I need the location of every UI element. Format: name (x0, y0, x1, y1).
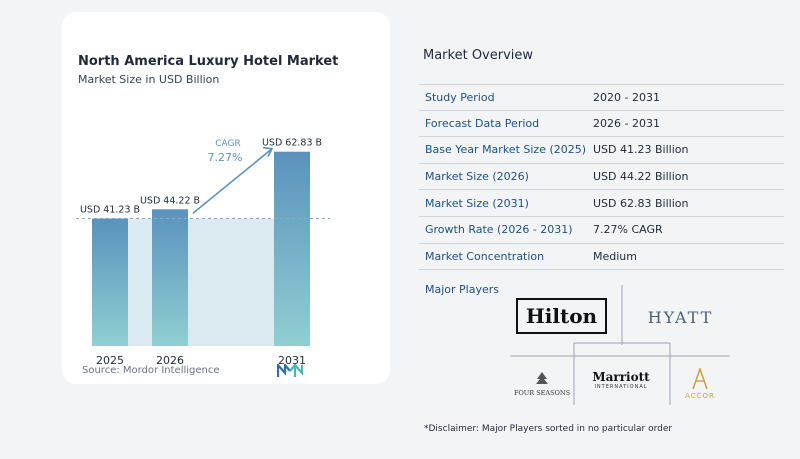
cagr-arrow-head (262, 146, 274, 158)
marriott-logo: Marriott INTERNATIONAL (580, 365, 662, 395)
overview-value: 2026 - 2031 (593, 116, 660, 130)
chart-card: North America Luxury Hotel Market Market… (62, 12, 390, 384)
overview-row: Market Concentration Medium (419, 244, 784, 271)
hilton-logo: Hilton (516, 298, 607, 334)
overview-table: Study Period 2020 - 2031 Forecast Data Pe… (419, 84, 784, 271)
four-seasons-logo-text: FOUR SEASONS (513, 389, 571, 397)
overview-label: Market Size (2031) (425, 196, 529, 210)
accor-a-icon (692, 368, 708, 390)
x-tick-label: 2025 (96, 354, 124, 367)
chart-source: Source: Mordor Intelligence (82, 365, 220, 376)
major-players-label: Major Players (425, 283, 499, 296)
overview-row: Market Size (2026) USD 44.22 Billion (419, 164, 784, 191)
cagr-label: CAGR (215, 139, 241, 149)
overview-value: USD 62.83 Billion (593, 196, 689, 210)
base-year-band (110, 218, 292, 346)
overview-row: Growth Rate (2026 - 2031) 7.27% CAGR (419, 217, 784, 244)
accor-logo: ACCOR (675, 364, 725, 404)
data-label: USD 44.22 B (140, 195, 200, 206)
overview-value: Medium (593, 249, 637, 263)
data-label: USD 41.23 B (80, 205, 140, 216)
accor-logo-text: ACCOR (685, 392, 715, 400)
bar (274, 151, 310, 346)
overview-label: Market Size (2026) (425, 170, 529, 184)
cagr-arrow (192, 148, 273, 214)
marriott-logo-subtext: INTERNATIONAL (594, 384, 648, 390)
overview-row: Base Year Market Size (2025) USD 41.23 Bi… (419, 137, 784, 164)
overview-label: Growth Rate (2026 - 2031) (425, 223, 573, 237)
bar (152, 209, 188, 346)
overview-label: Forecast Data Period (425, 116, 540, 130)
hilton-logo-text: Hilton (525, 304, 598, 328)
hyatt-logo: HYATT (633, 304, 728, 330)
overview-label: Market Concentration (425, 249, 545, 263)
marriott-logo-text: Marriott (592, 370, 650, 384)
x-tick-label: 2026 (156, 354, 184, 367)
overview-row: Forecast Data Period 2026 - 2031 (419, 111, 784, 138)
chart-subtitle: Market Size in USD Billion (78, 73, 220, 86)
player-grid-lines (510, 285, 730, 405)
overview-value: USD 44.22 Billion (593, 170, 689, 184)
four-seasons-logo: FOUR SEASONS (512, 366, 572, 402)
overview-value: 2020 - 2031 (593, 90, 660, 104)
overview-title: Market Overview (423, 48, 534, 63)
overview-row: Study Period 2020 - 2031 (419, 84, 784, 111)
cagr-value: 7.27% (208, 151, 243, 164)
data-label: USD 62.83 B (262, 138, 322, 149)
bar (92, 218, 128, 346)
overview-value: 7.27% CAGR (593, 223, 663, 237)
overview-label: Base Year Market Size (2025) (425, 143, 587, 157)
overview-row: Market Size (2031) USD 62.83 Billion (419, 190, 784, 217)
overview-label: Study Period (425, 90, 495, 104)
hyatt-logo-text: HYATT (647, 307, 714, 327)
overview-value: USD 41.23 Billion (593, 143, 689, 157)
disclaimer: *Disclaimer: Major Players sorted in no … (424, 424, 673, 434)
chart-title: North America Luxury Hotel Market (78, 54, 339, 69)
tree-icon (536, 372, 548, 384)
mordor-logo-icon (277, 364, 303, 377)
